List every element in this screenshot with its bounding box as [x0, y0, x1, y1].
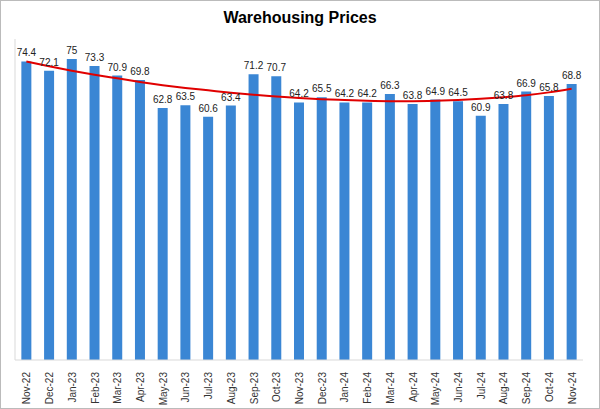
svg-text:Feb-23: Feb-23: [90, 372, 101, 404]
svg-text:Jan-24: Jan-24: [339, 372, 350, 403]
svg-text:Sep-23: Sep-23: [249, 372, 260, 405]
svg-text:70.7: 70.7: [267, 62, 287, 73]
svg-text:65.5: 65.5: [312, 83, 332, 94]
svg-text:Apr-24: Apr-24: [408, 372, 419, 402]
svg-text:64.2: 64.2: [357, 88, 377, 99]
svg-text:69.8: 69.8: [130, 66, 150, 77]
svg-text:Nov-23: Nov-23: [294, 372, 305, 405]
svg-text:75: 75: [66, 45, 78, 56]
svg-text:May-23: May-23: [158, 372, 169, 406]
svg-text:Dec-23: Dec-23: [317, 372, 328, 405]
svg-text:Mar-24: Mar-24: [385, 372, 396, 404]
svg-text:65.8: 65.8: [539, 82, 559, 93]
svg-text:63.4: 63.4: [221, 92, 241, 103]
svg-text:May-24: May-24: [430, 372, 441, 406]
svg-text:Jan-23: Jan-23: [67, 372, 78, 403]
svg-text:Feb-24: Feb-24: [362, 372, 373, 404]
svg-text:Nov-22: Nov-22: [21, 372, 32, 405]
svg-text:Aug-23: Aug-23: [226, 372, 237, 405]
svg-text:Nov-24: Nov-24: [567, 372, 578, 405]
svg-text:72.1: 72.1: [39, 57, 59, 68]
svg-text:74.4: 74.4: [17, 47, 37, 58]
svg-text:64.9: 64.9: [426, 86, 446, 97]
svg-text:60.9: 60.9: [471, 102, 491, 113]
svg-text:66.3: 66.3: [380, 80, 400, 91]
svg-text:63.8: 63.8: [403, 90, 423, 101]
svg-text:64.5: 64.5: [448, 87, 468, 98]
svg-text:Jun-23: Jun-23: [180, 372, 191, 403]
svg-text:64.2: 64.2: [289, 88, 309, 99]
svg-text:71.2: 71.2: [244, 60, 264, 71]
svg-text:70.9: 70.9: [108, 62, 128, 73]
html-text:Warehousing Prices: Warehousing Prices: [223, 9, 377, 26]
svg-text:Dec-22: Dec-22: [44, 372, 55, 405]
svg-text:Oct-24: Oct-24: [544, 372, 555, 402]
svg-text:Aug-24: Aug-24: [498, 372, 509, 405]
svg-text:63.5: 63.5: [176, 91, 196, 102]
svg-text:73.3: 73.3: [85, 52, 105, 63]
svg-text:Oct-23: Oct-23: [271, 372, 282, 402]
svg-text:Jul-23: Jul-23: [203, 372, 214, 400]
svg-text:64.2: 64.2: [335, 88, 355, 99]
svg-text:Jul-24: Jul-24: [476, 372, 487, 400]
svg-text:60.6: 60.6: [198, 103, 218, 114]
svg-text:Sep-24: Sep-24: [521, 372, 532, 405]
svg-text:Jun-24: Jun-24: [453, 372, 464, 403]
svg-text:Apr-23: Apr-23: [135, 372, 146, 402]
svg-text:Mar-23: Mar-23: [112, 372, 123, 404]
svg-text:63.8: 63.8: [494, 90, 514, 101]
svg-text:68.8: 68.8: [562, 70, 582, 81]
svg-text:62.8: 62.8: [153, 94, 173, 105]
svg-text:66.9: 66.9: [516, 78, 536, 89]
